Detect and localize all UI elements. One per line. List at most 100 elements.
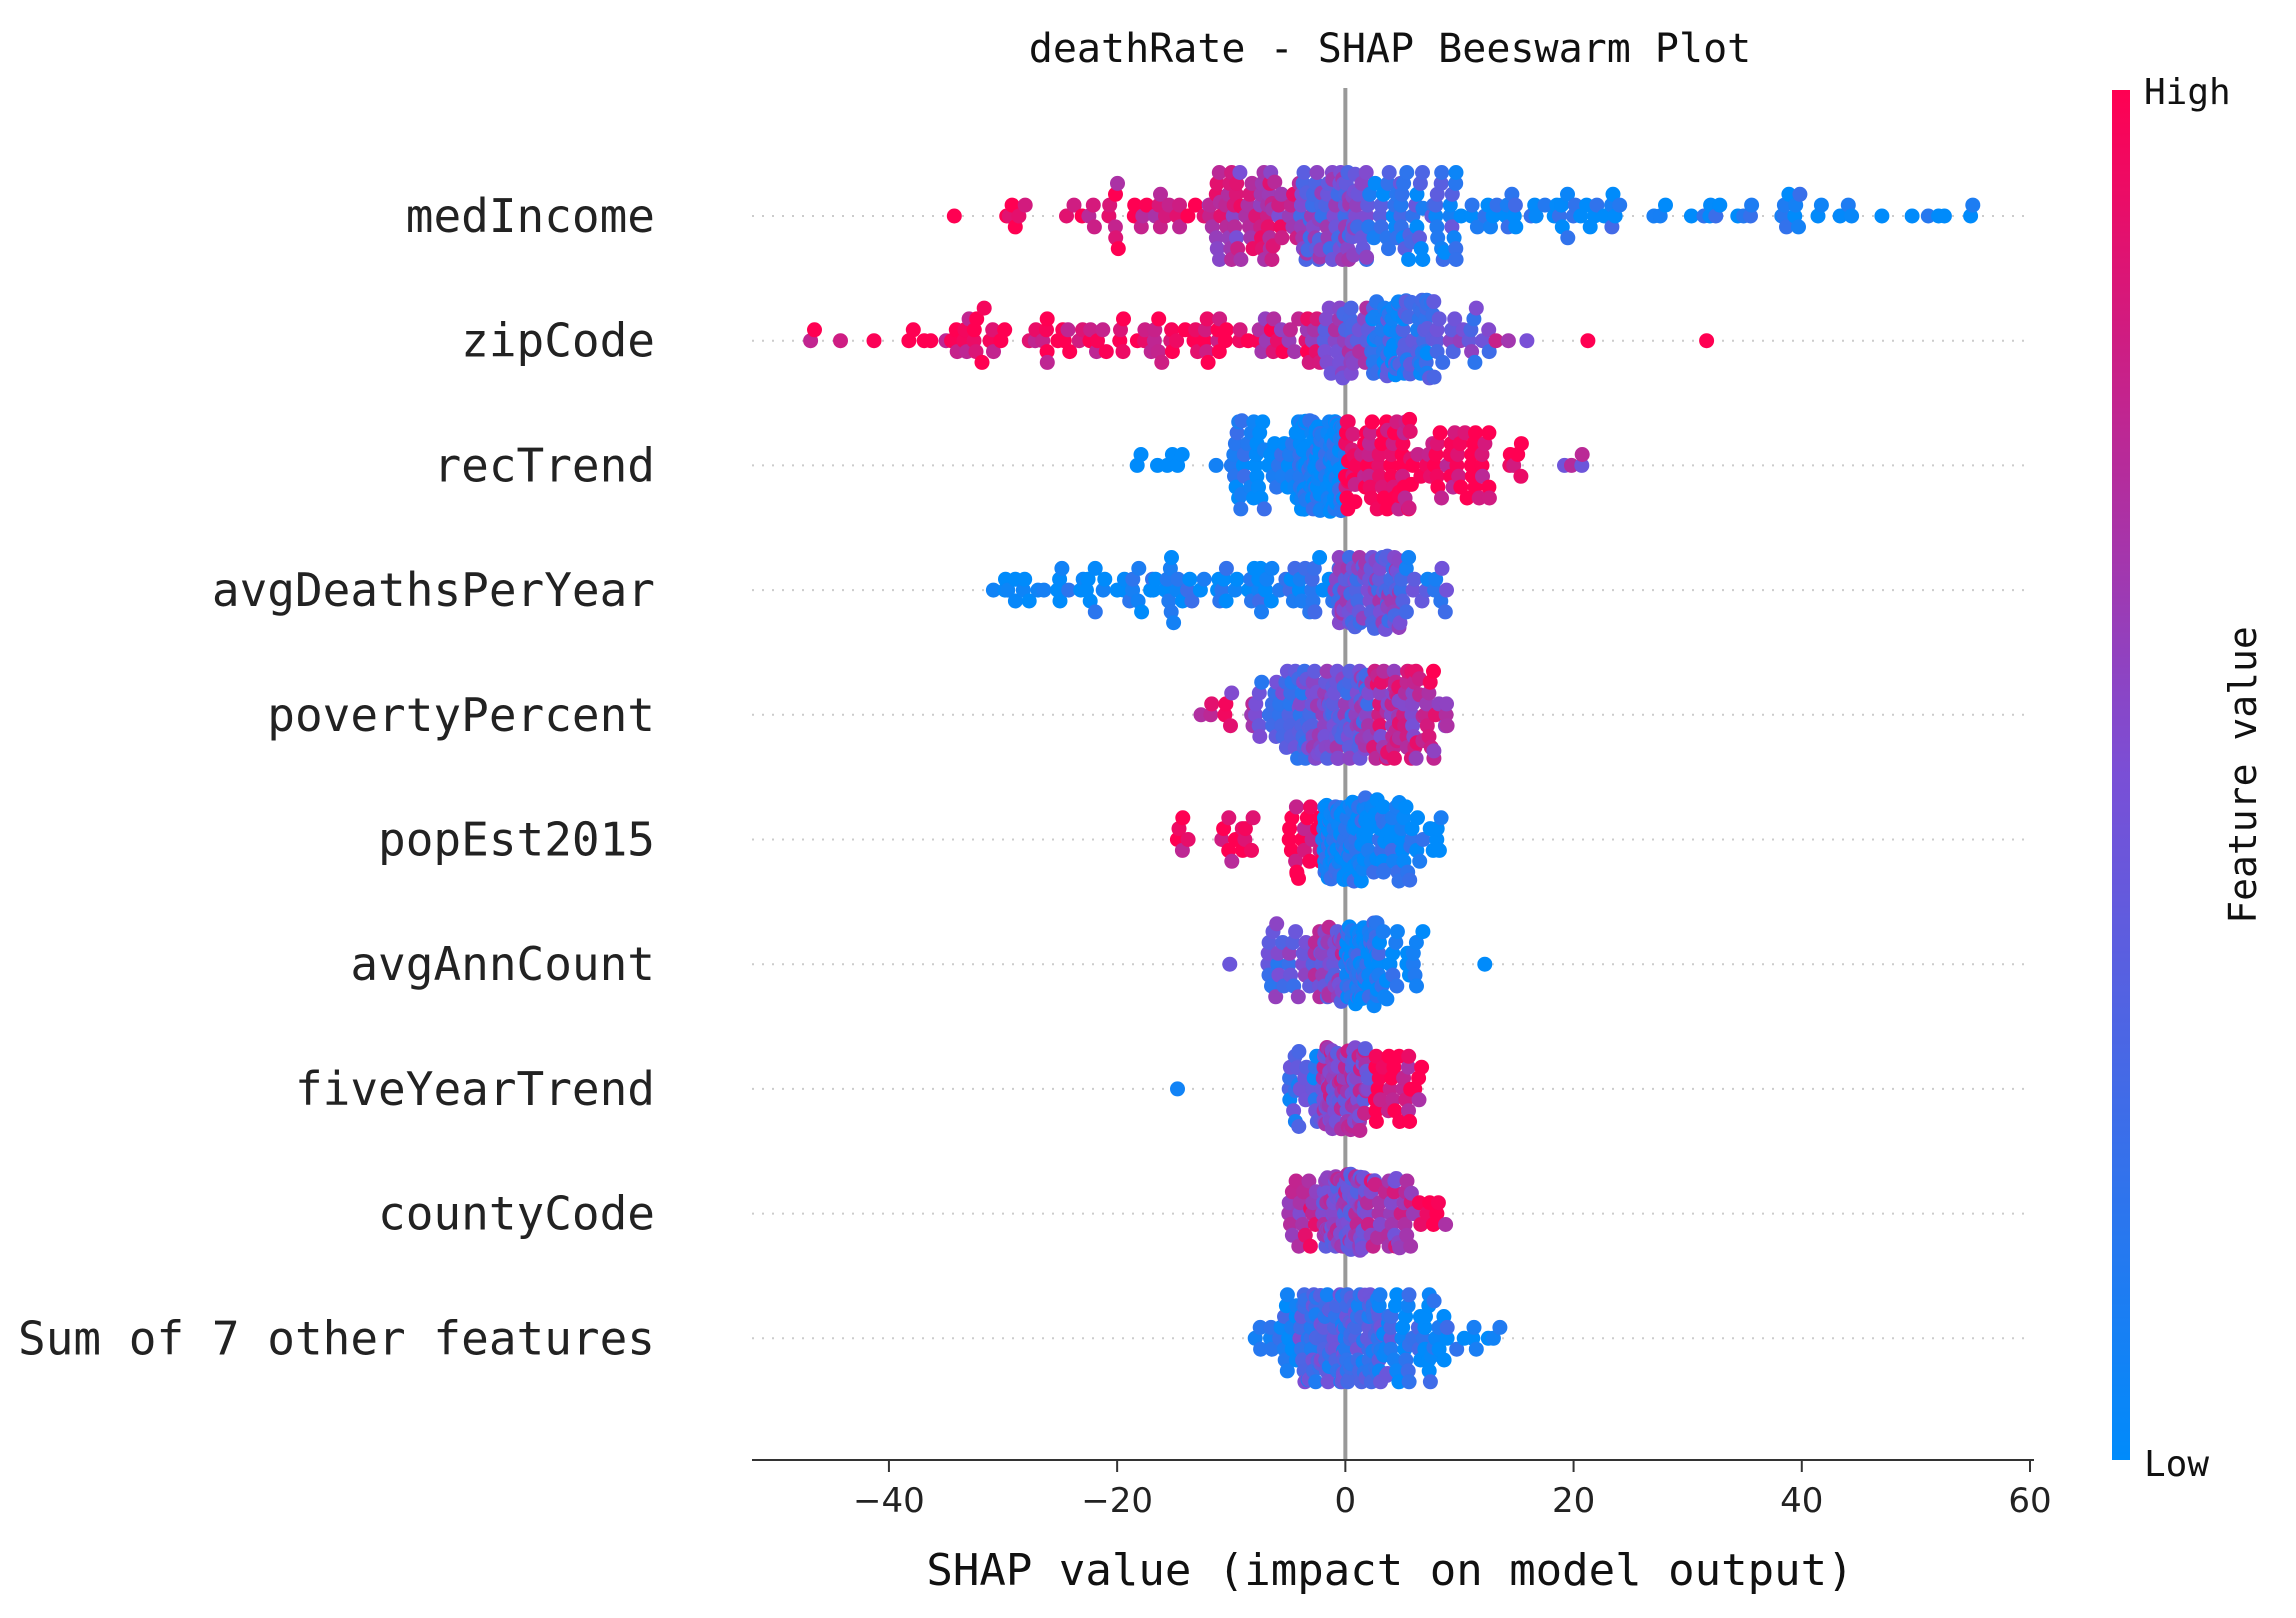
shap-point [1402, 872, 1418, 888]
shap-point [1133, 447, 1149, 462]
shap-point [1481, 344, 1497, 360]
shap-point [1291, 870, 1306, 886]
shap-point [1264, 1341, 1280, 1357]
shap-point [1342, 1371, 1357, 1387]
shap-point [1372, 1287, 1388, 1303]
shap-point [1204, 696, 1220, 712]
shap-point [1224, 853, 1240, 869]
shap-point [1508, 219, 1524, 235]
shap-point [1169, 333, 1185, 349]
shap-point [1477, 956, 1493, 972]
shap-point [1414, 1059, 1430, 1075]
shap-point [1429, 333, 1445, 349]
shap-point [1791, 219, 1806, 235]
shap-point [1252, 1319, 1268, 1335]
x-tick-label: 40 [1780, 1481, 1823, 1521]
shap-point [1527, 197, 1543, 213]
shap-point [1302, 853, 1318, 869]
shap-point [1107, 219, 1123, 235]
shap-point [1469, 219, 1485, 235]
shap-point [1475, 468, 1490, 484]
shap-point [1401, 252, 1417, 267]
shap-point [1287, 344, 1303, 360]
shap-point [1279, 1287, 1295, 1303]
shap-point [1401, 1048, 1417, 1064]
shap-point [1434, 165, 1450, 180]
shap-point [1426, 663, 1441, 679]
shap-point [1291, 1044, 1307, 1059]
shap-point [1379, 991, 1395, 1007]
shap-point [1427, 582, 1443, 598]
shap-point [1904, 208, 1920, 224]
shap-point [1293, 197, 1309, 213]
shap-point [1401, 1374, 1417, 1390]
shap-point [1439, 696, 1454, 712]
shap-point [1468, 300, 1484, 316]
shap-point [1415, 165, 1430, 180]
shap-point [997, 322, 1013, 338]
shap-point [1098, 344, 1114, 360]
shap-point [1412, 853, 1428, 869]
shap-point [1407, 571, 1422, 587]
shap-point [1000, 582, 1016, 598]
shap-point [1410, 447, 1426, 462]
shap-point [1233, 252, 1249, 267]
shap-point [1267, 174, 1283, 190]
shap-point [1353, 873, 1369, 889]
shap-point [1039, 344, 1055, 360]
shap-point [1439, 582, 1454, 598]
shap-point [1434, 560, 1450, 576]
shap-point [1270, 956, 1286, 972]
shap-point [1218, 322, 1234, 338]
shap-point [1400, 1363, 1416, 1379]
shap-points [803, 165, 1981, 1390]
shap-point [1373, 1092, 1388, 1108]
shap-point [1371, 457, 1387, 473]
shap-point [1596, 208, 1612, 224]
shap-point [1199, 311, 1215, 327]
shap-point [1361, 447, 1377, 462]
shap-point [1269, 916, 1285, 932]
shap-point [1658, 197, 1673, 213]
shap-point [1223, 718, 1238, 734]
shap-point [1468, 425, 1483, 441]
shap-point [1433, 810, 1449, 826]
shap-point [1426, 369, 1442, 385]
shap-point [1274, 230, 1290, 246]
shap-point [1315, 1330, 1331, 1346]
shap-point [1481, 425, 1497, 441]
shap-point [1245, 810, 1261, 826]
shap-point [1021, 593, 1037, 609]
shap-point [1200, 354, 1216, 370]
shap-point [1813, 197, 1829, 213]
shap-point [1488, 333, 1504, 349]
shap-point [1368, 750, 1384, 766]
shap-point [1066, 197, 1082, 213]
shap-point [1212, 252, 1227, 267]
shap-point [1326, 956, 1342, 972]
shap-point [1320, 750, 1336, 766]
shap-point [1474, 457, 1490, 473]
shap-point [1235, 457, 1251, 473]
shap-point [1208, 230, 1224, 246]
shap-point [1485, 1330, 1501, 1346]
shap-point [1110, 241, 1126, 257]
shap-point [1408, 750, 1424, 766]
shap-point [1254, 674, 1270, 690]
shap-point [1415, 832, 1431, 847]
shap-point [1177, 322, 1193, 338]
shap-point [1256, 501, 1272, 517]
shap-point [1062, 344, 1078, 360]
shap-point [1712, 197, 1728, 213]
shap-point [1255, 414, 1271, 430]
shap-point [1359, 832, 1375, 847]
shap-point [1110, 175, 1125, 191]
shap-point [1164, 550, 1179, 565]
shap-point [1467, 354, 1483, 370]
shap-point [1376, 862, 1392, 878]
shap-point [1792, 186, 1808, 202]
shap-point [1284, 1227, 1300, 1243]
shap-point [1743, 208, 1758, 224]
shap-point [1528, 208, 1544, 224]
shap-point [974, 354, 990, 370]
